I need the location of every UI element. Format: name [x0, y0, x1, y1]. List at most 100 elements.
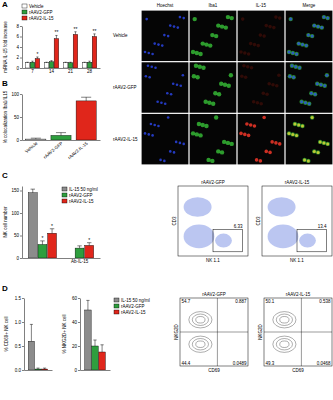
axis-title: CD69	[208, 368, 220, 373]
error-bar	[93, 340, 96, 346]
axis-title: % NKG2D+ NK cell	[62, 315, 67, 354]
tick-mark	[20, 140, 22, 141]
cell-signal	[195, 51, 199, 55]
bar	[48, 233, 57, 258]
tick-mark	[20, 236, 22, 237]
cell-signal	[252, 100, 256, 104]
error-bar	[43, 368, 46, 370]
significance: **	[74, 26, 78, 32]
density-contour	[280, 341, 289, 348]
cell-signal	[220, 24, 224, 28]
cell-signal	[270, 140, 274, 144]
axis-line	[25, 370, 53, 371]
bar	[92, 37, 97, 69]
quadrant-value: 44.4	[182, 361, 191, 366]
cell-signal	[150, 65, 153, 68]
cell-signal	[147, 64, 150, 67]
cell-signal	[311, 35, 314, 38]
axis-title: NKG2D	[174, 324, 179, 340]
x-tick: rAAV2-IL-15	[67, 140, 89, 160]
cell-signal	[210, 33, 214, 37]
tick-mark	[22, 370, 24, 371]
error-stem	[94, 34, 95, 37]
cell-signal	[320, 26, 323, 29]
cell-signal	[302, 158, 306, 162]
bar	[51, 135, 71, 140]
density-contour	[189, 336, 212, 352]
cell-signal	[179, 16, 182, 19]
y-tick: 4	[16, 45, 22, 50]
cell-signal	[291, 52, 294, 55]
cell-signal	[191, 50, 195, 54]
cell-signal	[249, 42, 253, 46]
cell-signal	[314, 93, 317, 96]
error-cap	[100, 344, 103, 345]
cell-signal	[259, 33, 263, 37]
significance: *	[41, 235, 43, 241]
y-tick: 40	[72, 320, 80, 325]
plot-title: rAAV2-GFP	[202, 292, 225, 297]
image-frame	[238, 114, 285, 164]
error-bar	[56, 133, 66, 136]
cell-signal	[253, 124, 257, 128]
legend-label: rAAV2-IL-15	[69, 199, 94, 204]
y-axis: 02468	[16, 24, 22, 71]
error-bar	[93, 34, 95, 37]
cell-signal	[245, 122, 249, 126]
cell-signal	[274, 15, 278, 19]
tick-label: 0.0	[15, 368, 22, 373]
cell-signal	[298, 66, 301, 69]
tick-label: 40	[72, 320, 78, 325]
cell-signal	[210, 159, 214, 163]
tick-label: 21	[68, 69, 74, 74]
cell-signal	[160, 101, 163, 104]
quadrant-value: 50.1	[266, 299, 275, 304]
micrograph	[286, 62, 333, 112]
cell-signal	[170, 93, 173, 96]
cell-signal	[304, 101, 307, 104]
cell-signal	[163, 34, 166, 37]
cell-signal	[317, 25, 320, 28]
cell-signal	[159, 159, 162, 162]
y-tick: 8	[16, 24, 22, 29]
plot-area	[26, 97, 96, 140]
tick-label: 100	[11, 211, 19, 216]
cell-signal	[318, 140, 322, 144]
error-bar	[36, 368, 39, 370]
cell-signal	[240, 74, 244, 78]
bar	[99, 352, 106, 370]
bar-chart: 0204060% NKG2D+ NK cellIL-15 50 ng/mlrAA…	[62, 296, 150, 373]
legend-label: IL-15 50 ng/ml	[121, 298, 150, 303]
cell-signal	[208, 43, 212, 47]
cell-signal	[290, 64, 293, 67]
cell-signal	[294, 65, 297, 68]
error-bar	[50, 61, 52, 62]
legend-label: rAAV2-IL-15	[121, 310, 146, 315]
image-frame	[142, 114, 189, 164]
tick-mark	[78, 346, 80, 347]
cell-signal	[295, 134, 298, 137]
cell-signal	[325, 73, 329, 77]
cell-signal	[198, 52, 202, 56]
legend-swatch	[114, 310, 119, 314]
cell-signal	[300, 100, 303, 103]
cell-signal	[177, 26, 180, 29]
cell-signal	[297, 123, 300, 126]
cell-signal	[308, 102, 311, 105]
tick-label: 1.5	[15, 296, 22, 301]
y-tick: 0	[16, 138, 22, 143]
cell-signal	[287, 50, 291, 54]
error-bar	[74, 32, 76, 35]
cell-signal	[292, 76, 295, 79]
cell-signal	[256, 101, 260, 105]
error-stem	[102, 345, 103, 352]
tick-mark	[22, 322, 24, 323]
event-cloud	[299, 234, 316, 248]
tick-mark	[78, 322, 80, 323]
cell-signal	[262, 91, 266, 95]
error-stem	[89, 243, 90, 246]
cell-signal	[175, 141, 178, 144]
gate-value: 13.4	[318, 224, 327, 229]
error-stem	[86, 97, 87, 101]
legend-label: rAAV2-GFP	[69, 193, 92, 198]
